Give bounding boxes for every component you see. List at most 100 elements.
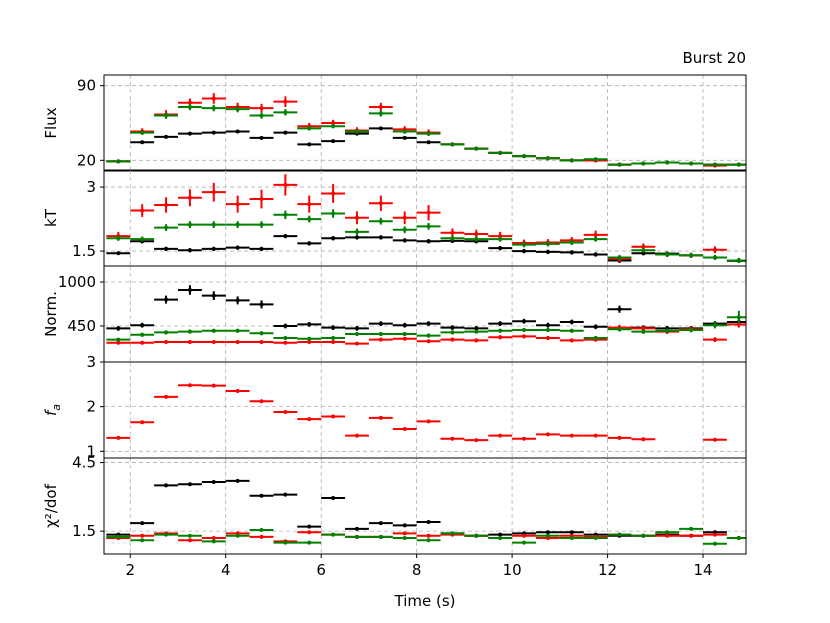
data-point [464, 438, 489, 443]
series-chi2-green [106, 526, 746, 546]
data-point [703, 322, 727, 329]
point-marker [140, 533, 145, 538]
data-point [249, 331, 274, 336]
point-marker [259, 222, 264, 227]
data-point [201, 246, 226, 252]
point-marker [354, 229, 359, 234]
data-point [273, 174, 298, 196]
point-marker [259, 493, 264, 498]
data-point [607, 254, 632, 261]
point-marker [522, 154, 527, 159]
x-tick-label: 2 [125, 561, 135, 579]
y-axis-label: Norm. [42, 291, 60, 337]
point-marker [450, 325, 455, 330]
series-kt-red [106, 174, 746, 264]
point-marker [402, 332, 407, 336]
data-point [368, 126, 393, 131]
data-point [321, 184, 346, 203]
data-point [154, 340, 178, 344]
point-marker [593, 252, 598, 257]
data-point [679, 327, 704, 333]
point-marker [617, 532, 622, 537]
point-marker [283, 212, 288, 217]
point-marker [354, 341, 359, 346]
point-marker [378, 332, 383, 336]
data-point [154, 134, 178, 139]
point-marker [354, 526, 359, 531]
point-marker [545, 249, 550, 254]
data-point [368, 521, 393, 526]
point-marker [354, 534, 359, 539]
y-tick-label: 3 [86, 178, 96, 196]
point-marker [689, 328, 694, 332]
data-point [201, 104, 226, 112]
point-marker [378, 321, 383, 326]
data-point [297, 530, 322, 535]
point-marker [545, 323, 550, 328]
data-point [201, 291, 226, 300]
x-tick-label: 6 [316, 561, 326, 579]
data-point [488, 321, 513, 326]
y-tick-label: 1000 [58, 273, 96, 291]
y-axis-label: fa [42, 404, 63, 416]
point-marker [331, 124, 336, 129]
point-marker [498, 536, 503, 540]
data-point [655, 328, 680, 334]
data-point [583, 324, 608, 330]
point-marker [140, 237, 145, 242]
data-point [106, 326, 131, 331]
data-point [345, 235, 369, 240]
data-point [679, 533, 704, 538]
point-marker [522, 533, 527, 538]
x-axis-label: Time (s) [394, 592, 456, 610]
point-marker [402, 536, 407, 540]
point-marker [402, 129, 407, 134]
point-marker [617, 435, 622, 440]
data-point [368, 332, 393, 336]
point-marker [498, 328, 503, 333]
data-point [535, 432, 560, 437]
panel-frame [103, 457, 747, 555]
point-marker [354, 326, 359, 331]
point-marker [522, 249, 527, 254]
chart-title: Burst 20 [682, 49, 746, 67]
point-marker [283, 234, 288, 239]
data-point [321, 496, 346, 500]
point-marker [140, 140, 145, 145]
y-tick-label: 1.5 [72, 242, 96, 260]
series-norm-green [106, 310, 746, 342]
data-point [583, 157, 608, 162]
panel-fa: 1 2 3 fa [42, 353, 747, 460]
data-point [535, 530, 560, 535]
data-point [464, 338, 489, 343]
data-point [249, 112, 274, 119]
point-marker [235, 245, 240, 250]
point-marker [283, 182, 288, 187]
point-marker [426, 339, 431, 344]
point-marker [116, 435, 121, 440]
point-marker [211, 536, 216, 540]
data-point [440, 337, 465, 342]
point-marker [283, 540, 288, 545]
point-marker [187, 248, 192, 253]
data-point [392, 211, 417, 225]
data-point [679, 161, 704, 166]
point-marker [116, 326, 121, 331]
data-point [225, 533, 250, 538]
data-point [273, 323, 298, 329]
point-marker [426, 533, 431, 538]
series-flux-red [106, 93, 746, 168]
data-point [607, 532, 632, 537]
point-marker [569, 320, 574, 324]
data-point [559, 319, 584, 325]
data-point [559, 338, 584, 343]
point-marker [164, 532, 169, 537]
data-point [106, 340, 131, 345]
point-marker [187, 105, 192, 109]
point-marker [354, 129, 359, 134]
point-marker [712, 247, 717, 252]
data-point [321, 325, 346, 330]
data-point [273, 410, 298, 415]
point-marker [450, 436, 455, 441]
panel-frame [103, 74, 747, 172]
